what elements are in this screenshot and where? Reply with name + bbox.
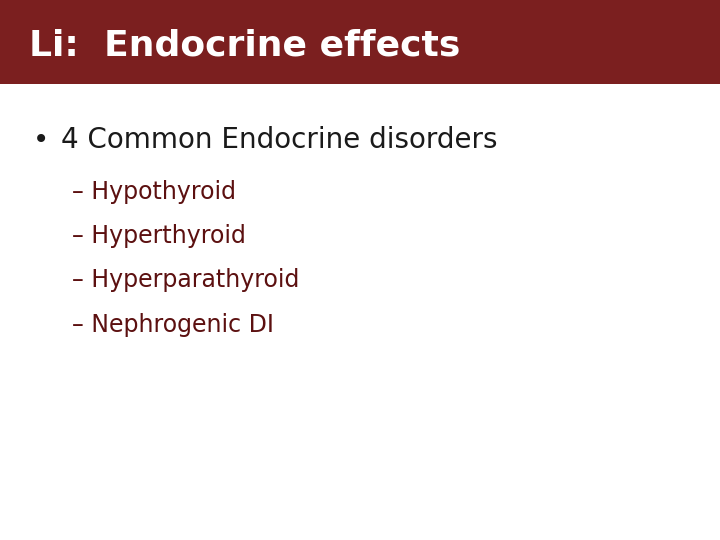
Text: – Hypothyroid: – Hypothyroid [72, 180, 236, 204]
Text: •: • [32, 126, 49, 154]
Text: – Nephrogenic DI: – Nephrogenic DI [72, 313, 274, 336]
Text: 4 Common Endocrine disorders: 4 Common Endocrine disorders [61, 126, 498, 154]
Text: – Hyperparathyroid: – Hyperparathyroid [72, 268, 300, 292]
FancyBboxPatch shape [0, 0, 720, 84]
Text: Li:  Endocrine effects: Li: Endocrine effects [29, 29, 460, 63]
FancyBboxPatch shape [0, 0, 720, 16]
Text: – Hyperthyroid: – Hyperthyroid [72, 224, 246, 248]
